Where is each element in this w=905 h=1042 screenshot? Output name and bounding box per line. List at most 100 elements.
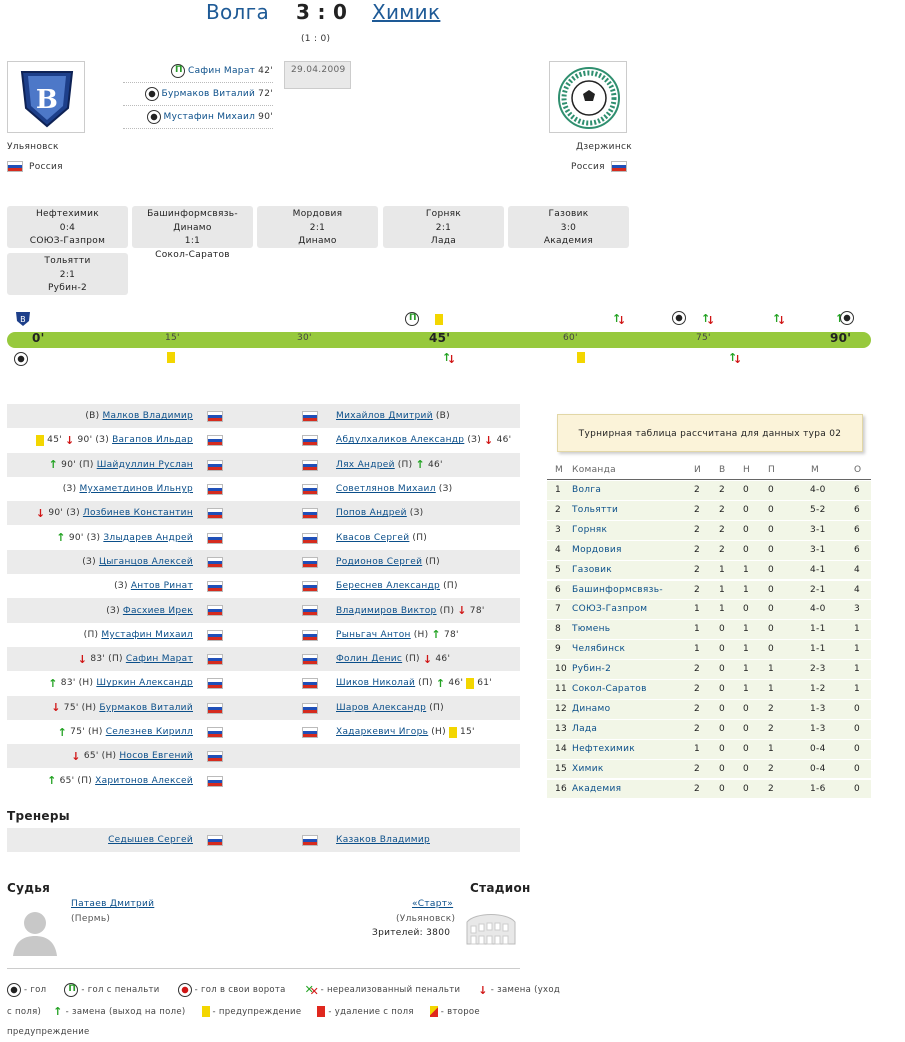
standings-cell: 8 <box>555 624 562 635</box>
other-match[interactable]: Башинформсвязь-Динамо 1:1 Сокол-Саратов <box>132 206 253 260</box>
standings-team[interactable]: Волга <box>572 485 602 495</box>
standings-team[interactable]: Академия <box>572 783 622 794</box>
player-name[interactable]: Бурмаков Виталий <box>99 702 193 713</box>
standings-team[interactable]: Газовик <box>572 564 612 575</box>
standings-team[interactable]: Тольятти <box>572 504 619 515</box>
player-name[interactable]: Михайлов Дмитрий <box>336 411 433 422</box>
player-name[interactable]: Лях Андрей <box>336 459 395 470</box>
player-position: (Н) <box>81 702 97 713</box>
player-name[interactable]: Владимиров Виктор <box>336 605 437 616</box>
standings-cell: 2 <box>694 544 701 555</box>
other-match[interactable]: Газовик 3:0 Академия <box>508 206 629 248</box>
standings-team[interactable]: Горняк <box>572 524 608 535</box>
player-name[interactable]: Антов Ринат <box>130 581 193 592</box>
player-name[interactable]: Абдулхаликов Александр <box>336 435 465 446</box>
player-name[interactable]: Цыганцов Алексей <box>98 556 193 567</box>
player-name[interactable]: Вагапов Ильдар <box>112 435 193 446</box>
player-name[interactable]: Мухаметдинов Ильнур <box>79 484 193 495</box>
standings-cell: 1 <box>854 624 861 635</box>
legend-divider <box>7 968 520 969</box>
standings-team[interactable]: СОЮЗ-Газпром <box>572 604 648 615</box>
away-player: Абдулхаликов Александр (З) ↓ 46' <box>336 428 511 452</box>
player-name[interactable]: Фасхиев Ирек <box>122 605 193 616</box>
standings-team[interactable]: Нефтехимик <box>572 743 636 754</box>
player-name[interactable]: Береснев Александр <box>336 581 441 592</box>
goal-player[interactable]: Бурмаков Виталий <box>161 89 256 99</box>
standings-cell: 0 <box>743 783 750 794</box>
flag-icon <box>302 702 318 714</box>
lineup-row: (З) Мухаметдинов Ильнур Советлянов Михаил(… <box>7 477 520 501</box>
home-coach-name[interactable]: Седышев Сергей <box>108 835 193 846</box>
standings-team[interactable]: Башинформсвязь- <box>572 584 663 595</box>
other-match[interactable]: Мордовия 2:1 Динамо <box>257 206 378 248</box>
player-name[interactable]: Шаров Александр <box>336 702 427 713</box>
player-name[interactable]: Лозбинев Константин <box>82 508 193 519</box>
standings-team[interactable]: Рубин-2 <box>572 664 612 675</box>
player-name[interactable]: Фолин Денис <box>336 654 403 665</box>
stadium-name[interactable]: «Старт» <box>412 899 454 909</box>
home-player: ↑ 83' (Н) Шуркин Александр <box>48 671 193 695</box>
other-match[interactable]: Тольятти 2:1 Рубин-2 <box>7 253 128 295</box>
player-position: (П) <box>412 532 428 543</box>
away-coach-name[interactable]: Казаков Владимир <box>336 835 430 846</box>
player-name[interactable]: Злыдарев Андрей <box>103 532 193 543</box>
player-name[interactable]: Шайдуллин Руслан <box>96 459 193 470</box>
player-name[interactable]: Сафин Марат <box>125 654 193 665</box>
standings-team[interactable]: Лада <box>572 723 598 734</box>
standings-row: 6 Башинформсвязь- 2 1 1 0 2-1 4 <box>547 580 871 601</box>
player-name[interactable]: Носов Евгений <box>119 751 193 762</box>
standings-header: М Команда И В Н П М О <box>547 460 871 480</box>
player-name[interactable]: Советлянов Михаил <box>336 484 436 495</box>
standings-cell: 0 <box>743 763 750 774</box>
player-name[interactable]: Селезнев Кирилл <box>105 727 193 738</box>
player-name[interactable]: Шиков Николай <box>336 678 416 689</box>
player-position: (Н) <box>78 678 94 689</box>
standings-team[interactable]: Челябинск <box>572 644 626 655</box>
player-name[interactable]: Попов Андрей <box>336 508 407 519</box>
home-team-logo[interactable]: B <box>7 61 85 133</box>
home-team-title[interactable]: Волга <box>206 0 270 24</box>
yellow-card-icon <box>577 352 585 363</box>
away-team-title[interactable]: Химик <box>372 0 441 24</box>
flag-icon <box>302 654 318 665</box>
other-match[interactable]: Горняк 2:1 Лада <box>383 206 504 248</box>
standings-team[interactable]: Динамо <box>572 703 611 714</box>
standings-cell: 0 <box>768 504 775 515</box>
goal-icon <box>840 311 854 325</box>
goal-player[interactable]: Сафин Марат <box>188 66 256 76</box>
away-team-logo[interactable] <box>549 61 627 133</box>
other-match-score: 3:0 <box>560 222 577 233</box>
away-team-mini-logo <box>14 352 28 366</box>
standings-team[interactable]: Химик <box>572 763 604 774</box>
standings-cell: 2 <box>768 723 775 734</box>
other-match[interactable]: Нефтехимик 0:4 СОЮЗ-Газпром <box>7 206 128 248</box>
player-position: (Н) <box>413 629 429 640</box>
player-name[interactable]: Родионов Сергей <box>336 556 423 567</box>
standings-cell: 2 <box>694 703 701 714</box>
standings-cell: 2 <box>694 584 701 595</box>
standings-cell: 2 <box>694 723 701 734</box>
standings-team[interactable]: Мордовия <box>572 544 622 555</box>
yellow-card-icon <box>435 314 443 325</box>
player-name[interactable]: Малков Владимир <box>102 411 193 422</box>
legend-row: - гол - гол с пенальти - гол в свои воро… <box>7 983 560 998</box>
player-position: (Н) <box>101 751 117 762</box>
standings-cell: 13 <box>555 723 568 734</box>
referee-name[interactable]: Патаев Дмитрий <box>71 899 155 909</box>
event-minute: 61' <box>477 678 493 689</box>
standings-team[interactable]: Сокол-Саратов <box>572 684 647 694</box>
other-match-score: 2:1 <box>309 222 326 233</box>
arrow-down-icon: ↓ <box>65 433 75 447</box>
player-name[interactable]: Квасов Сергей <box>336 532 410 543</box>
standings-team[interactable]: Тюмень <box>572 624 611 635</box>
player-name[interactable]: Мустафин Михаил <box>101 629 193 640</box>
substitution-icon: ↑↓ <box>612 312 627 327</box>
player-name[interactable]: Харитонов Алексей <box>95 775 193 786</box>
player-name[interactable]: Хадаркевич Игорь <box>336 727 429 738</box>
other-match-away: Академия <box>543 236 594 246</box>
player-name[interactable]: Рыньгач Антон <box>336 629 411 640</box>
player-name[interactable]: Шуркин Александр <box>96 678 193 689</box>
flag-icon <box>610 161 627 172</box>
standings-cell: 1-6 <box>810 783 826 794</box>
goal-player[interactable]: Мустафин Михаил <box>163 112 256 122</box>
